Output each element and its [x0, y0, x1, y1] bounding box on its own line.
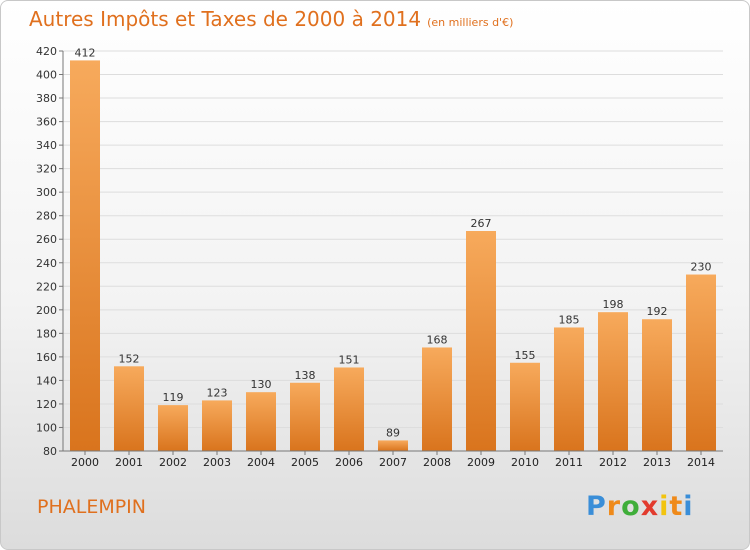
y-tick-label: 120	[36, 398, 57, 411]
bar-2014	[686, 274, 716, 451]
bar-2009	[466, 231, 496, 451]
y-tick-label: 300	[36, 186, 57, 199]
data-label: 192	[647, 305, 668, 318]
x-tick-label: 2000	[71, 456, 99, 469]
x-tick-label: 2013	[643, 456, 671, 469]
bars	[70, 60, 716, 451]
x-tick-label: 2003	[203, 456, 231, 469]
chart-title-text: Autres Impôts et Taxes de 2000 à 2014	[29, 7, 422, 31]
data-label: 198	[603, 298, 624, 311]
bar-2005	[290, 382, 320, 451]
chart-subtitle: (en milliers d'€)	[427, 16, 514, 29]
x-tick-label: 2001	[115, 456, 143, 469]
logo-letter: i	[683, 491, 694, 522]
bar-2004	[246, 392, 276, 451]
y-tick-label: 160	[36, 351, 57, 364]
y-tick-label: 180	[36, 327, 57, 340]
data-label: 119	[163, 391, 184, 404]
logo-letter: r	[606, 491, 622, 522]
chart-title: Autres Impôts et Taxes de 2000 à 2014 (en…	[29, 7, 513, 31]
bar-2008	[422, 347, 452, 451]
x-tick-label: 2007	[379, 456, 407, 469]
y-tick-label: 360	[36, 116, 57, 129]
proxiti-logo: Proxiti	[586, 491, 694, 522]
logo-letter: o	[621, 491, 641, 522]
x-tick-label: 2014	[687, 456, 715, 469]
y-tick-label: 200	[36, 304, 57, 317]
bar-2002	[158, 405, 188, 451]
y-tick-label: 260	[36, 233, 57, 246]
data-label: 230	[691, 261, 712, 274]
data-label: 168	[427, 333, 448, 346]
y-tick-label: 380	[36, 92, 57, 105]
bar-2001	[114, 366, 144, 451]
bar-2012	[598, 312, 628, 451]
y-tick-label: 240	[36, 257, 57, 270]
bar-2003	[202, 400, 232, 451]
data-label: 130	[251, 378, 272, 391]
logo-letter: P	[586, 491, 607, 522]
y-tick-label: 340	[36, 139, 57, 152]
x-tick-label: 2008	[423, 456, 451, 469]
data-label: 123	[207, 386, 228, 399]
x-tick-label: 2004	[247, 456, 275, 469]
x-tick-label: 2002	[159, 456, 187, 469]
x-tick-label: 2006	[335, 456, 363, 469]
logo-letter: t	[669, 491, 684, 522]
bar-2000	[70, 60, 100, 451]
bar-2006	[334, 367, 364, 451]
data-label: 89	[386, 426, 400, 439]
bar-2010	[510, 362, 540, 451]
bar-2011	[554, 327, 584, 451]
data-label: 151	[339, 353, 360, 366]
x-tick-label: 2005	[291, 456, 319, 469]
x-tick-label: 2011	[555, 456, 583, 469]
y-tick-label: 220	[36, 280, 57, 293]
bar-2013	[642, 319, 672, 451]
y-tick-label: 420	[36, 45, 57, 58]
bar-2007	[378, 440, 408, 451]
x-tick-label: 2010	[511, 456, 539, 469]
data-label: 152	[119, 352, 140, 365]
y-tick-label: 140	[36, 374, 57, 387]
data-label: 138	[295, 369, 316, 382]
y-tick-label: 400	[36, 69, 57, 82]
data-label: 412	[75, 46, 96, 59]
data-label: 185	[559, 313, 580, 326]
y-tick-label: 280	[36, 210, 57, 223]
data-label: 155	[515, 349, 536, 362]
logo-letter: i	[659, 491, 670, 522]
axes	[59, 50, 723, 455]
labels: 80 100 120 140 160 180 200 220 240 260 280 300 320 34…	[36, 45, 715, 469]
data-label: 267	[471, 217, 492, 230]
x-tick-label: 2012	[599, 456, 627, 469]
y-tick-label: 320	[36, 163, 57, 176]
y-tick-label: 100	[36, 421, 57, 434]
y-tick-label: 80	[43, 445, 57, 458]
x-tick-label: 2009	[467, 456, 495, 469]
place-name: PHALEMPIN	[37, 496, 146, 518]
logo-letter: x	[640, 491, 660, 522]
